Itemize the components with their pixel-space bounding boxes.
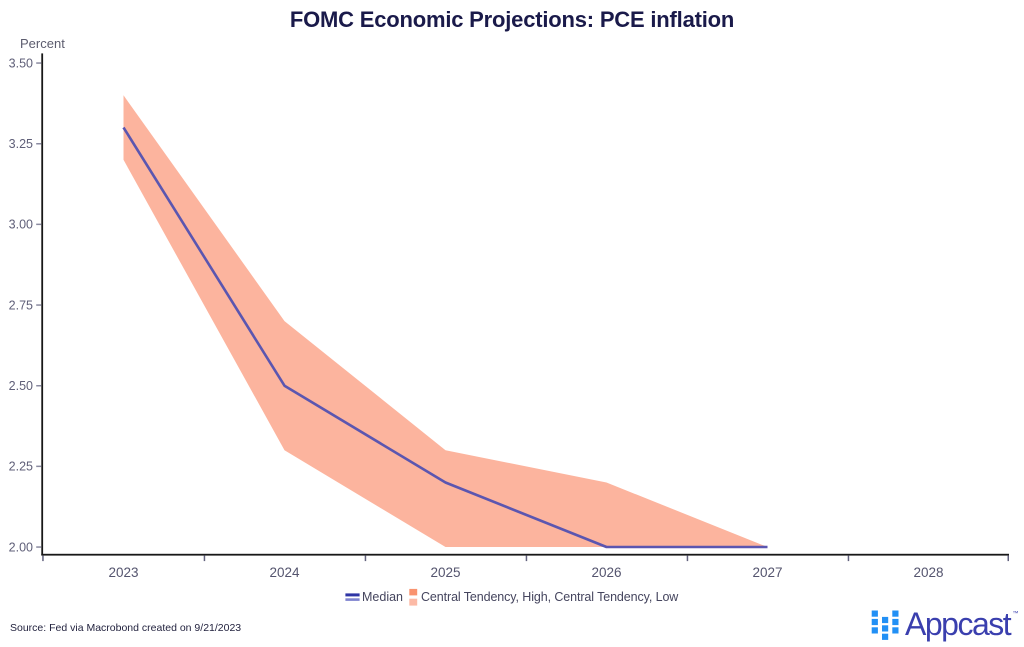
svg-text:2.75: 2.75	[9, 298, 33, 312]
svg-text:2027: 2027	[752, 565, 782, 580]
svg-text:2026: 2026	[591, 565, 621, 580]
svg-text:2025: 2025	[430, 565, 460, 580]
svg-text:3.00: 3.00	[9, 218, 33, 232]
svg-text:2024: 2024	[269, 565, 300, 580]
svg-text:2.00: 2.00	[9, 540, 33, 554]
svg-text:2.50: 2.50	[9, 379, 33, 393]
svg-text:Median: Median	[362, 590, 403, 604]
svg-text:2.25: 2.25	[9, 460, 33, 474]
svg-text:2023: 2023	[108, 565, 138, 580]
svg-text:3.25: 3.25	[9, 137, 33, 151]
svg-text:Central Tendency, High, Centra: Central Tendency, High, Central Tendency…	[421, 590, 679, 604]
svg-text:2028: 2028	[913, 565, 943, 580]
svg-text:3.50: 3.50	[9, 56, 33, 70]
